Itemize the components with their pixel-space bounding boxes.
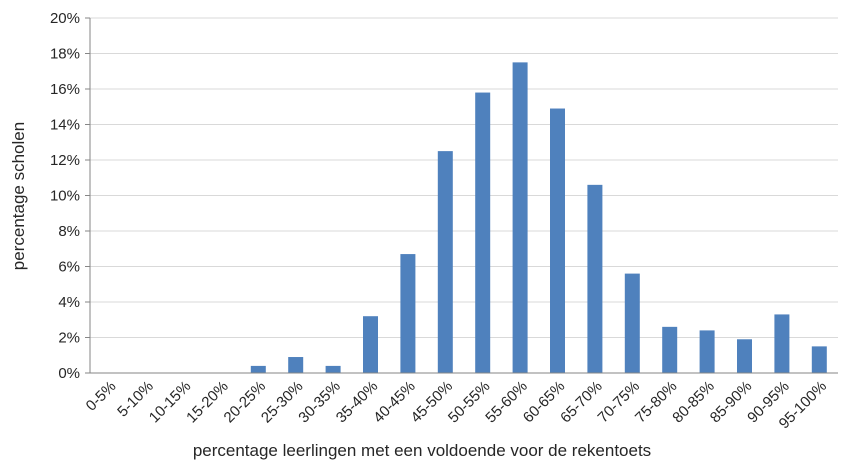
bar-75-80% xyxy=(662,326,678,373)
bar-70-75% xyxy=(624,273,640,373)
bar-50-55% xyxy=(475,92,491,374)
bar-45-50% xyxy=(437,151,453,373)
bar-55-60% xyxy=(512,62,528,373)
y-tick-label: 6% xyxy=(58,259,80,276)
y-axis-title: percentage scholen xyxy=(9,122,28,270)
y-axis-ticks: 0% 2% 4% 6% 8% 10% 12% 14% 16% 18% 20% xyxy=(50,10,90,382)
y-tick-label: 2% xyxy=(58,330,80,347)
axes xyxy=(89,18,838,374)
x-axis-title: percentage leerlingen met een voldoende … xyxy=(193,441,651,460)
y-tick-label: 20% xyxy=(50,10,80,27)
y-tick-label: 0% xyxy=(58,365,80,382)
bar-60-65% xyxy=(550,108,565,374)
bar-40-45% xyxy=(400,254,416,373)
y-tick-label: 10% xyxy=(50,188,80,205)
bar-30-35% xyxy=(325,365,341,373)
y-tick-label: 18% xyxy=(50,46,80,63)
bars xyxy=(250,62,827,374)
y-tick-label: 12% xyxy=(50,152,80,169)
bar-95-100% xyxy=(811,346,827,373)
y-tick-label: 4% xyxy=(58,294,80,311)
bar-90-95% xyxy=(774,314,790,373)
y-tick-label: 14% xyxy=(50,117,80,134)
bar-35-40% xyxy=(363,316,378,373)
x-axis-ticks: 0-5%5-10%10-15%15-20%20-25%25-30%30-35%3… xyxy=(83,378,830,432)
y-tick-label: 8% xyxy=(58,223,80,240)
bar-25-30% xyxy=(288,357,304,373)
bar-20-25% xyxy=(250,365,266,373)
bar-80-85% xyxy=(699,330,715,373)
bar-65-70% xyxy=(587,184,603,373)
gridlines xyxy=(90,17,838,338)
bar-85-90% xyxy=(737,339,752,373)
y-tick-label: 16% xyxy=(50,81,80,98)
